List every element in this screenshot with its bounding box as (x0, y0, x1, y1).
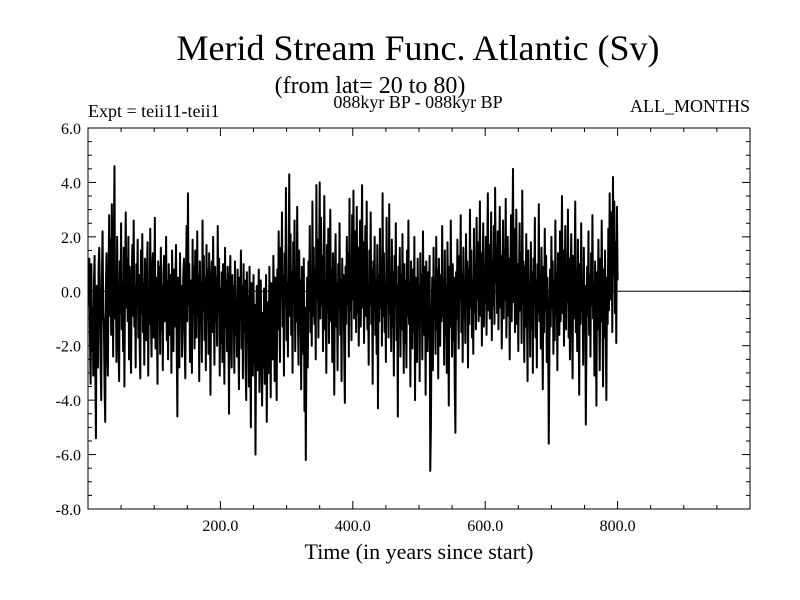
y-tick-label: -6.0 (56, 448, 81, 465)
x-tick-label: 200.0 (202, 518, 238, 535)
x-axis-label: Time (in years since start) (305, 539, 534, 564)
x-tick-label: 600.0 (467, 518, 503, 535)
y-tick-label: 4.0 (61, 175, 81, 192)
y-tick-label: 6.0 (61, 121, 81, 138)
experiment-label: Expt = teii11-teii1 (88, 101, 219, 121)
months-label: ALL_MONTHS (630, 96, 750, 116)
x-tick-label: 800.0 (600, 518, 636, 535)
plot-area (87, 127, 751, 510)
y-tick-label: -8.0 (56, 502, 81, 519)
y-tick-label: -4.0 (56, 393, 81, 410)
chart-subtitle: (from lat= 20 to 80) (275, 73, 466, 99)
chart-title: Merid Stream Func. Atlantic (Sv) (177, 28, 660, 68)
x-tick-label: 400.0 (335, 518, 371, 535)
y-tick-label: 0.0 (61, 284, 81, 301)
y-tick-label: -2.0 (56, 339, 81, 356)
y-tick-label: 2.0 (61, 230, 81, 247)
period-label: 088kyr BP - 088kyr BP (333, 92, 502, 112)
series-line-0 (87, 165, 619, 472)
